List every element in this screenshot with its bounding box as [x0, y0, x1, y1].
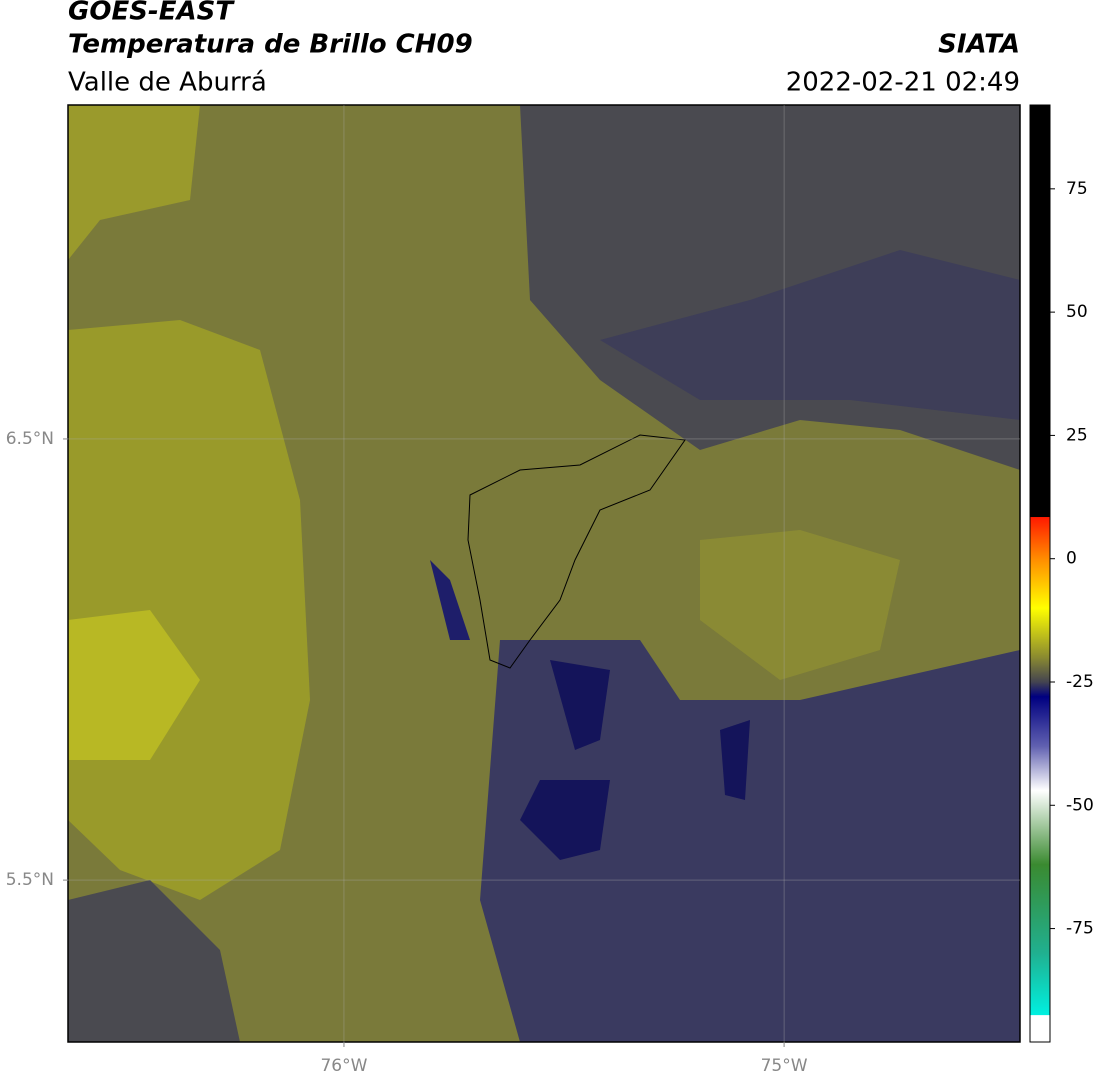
datetime: 2022-02-21 02:49 [786, 68, 1020, 98]
x-tick-label: 75°W [761, 1056, 808, 1076]
colorbar-tick-label: 75 [1066, 179, 1088, 199]
colorbar-tick-label: -75 [1066, 919, 1094, 939]
map-frame [67, 104, 1021, 1043]
subtitle: Temperatura de Brillo CH09 [68, 30, 473, 60]
colorbar-tick-label: 50 [1066, 302, 1088, 322]
y-tick-label: 6.5°N [6, 429, 54, 449]
region: Valle de Aburrá [68, 68, 267, 98]
x-tick-label: 76°W [320, 1056, 367, 1076]
colorbar-tick-label: 25 [1066, 425, 1088, 445]
source: SIATA [938, 30, 1020, 60]
satellite-image [68, 105, 1020, 1042]
title: GOES-EAST [68, 0, 235, 27]
colorbar-tick-label: -25 [1066, 672, 1094, 692]
colorbar [1029, 104, 1051, 1043]
colorbar-tick-label: 0 [1066, 549, 1077, 569]
colorbar-tick-label: -50 [1066, 795, 1094, 815]
y-tick-label: 5.5°N [6, 870, 54, 890]
